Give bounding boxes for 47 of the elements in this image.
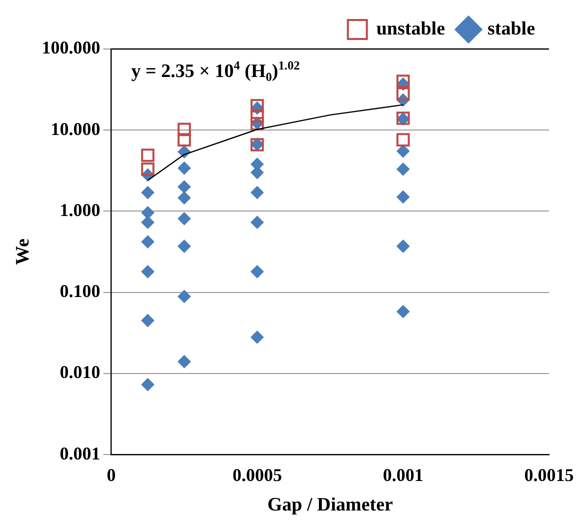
point — [141, 162, 154, 176]
x-tick-label: 0 — [106, 465, 116, 486]
point — [141, 206, 154, 220]
point — [396, 162, 410, 176]
point — [396, 240, 410, 253]
y-tick-label: 0.001 — [60, 443, 100, 464]
x-axis-title: Gap / Diameter — [267, 494, 394, 516]
point — [178, 122, 191, 136]
y-axis-title: We — [12, 238, 34, 265]
point — [396, 133, 410, 146]
point — [178, 162, 191, 175]
x-tick-label: 0.0015 — [524, 465, 574, 486]
y-tick-label: 100.000 — [42, 38, 100, 58]
point — [178, 133, 191, 146]
point — [178, 191, 191, 204]
point — [141, 235, 154, 248]
legend-label: unstable — [376, 18, 446, 40]
y-tick-label: 10.000 — [50, 118, 100, 139]
y-tick-label: 0.010 — [60, 362, 100, 382]
point — [141, 216, 154, 229]
point — [250, 265, 264, 278]
point — [141, 265, 154, 278]
point — [250, 216, 264, 229]
point — [396, 144, 410, 158]
point — [396, 305, 410, 318]
point — [178, 180, 191, 194]
point — [250, 186, 264, 200]
point — [178, 355, 191, 368]
point — [250, 166, 264, 180]
point — [396, 74, 410, 88]
point — [178, 212, 191, 226]
y-tick-label: 0.100 — [60, 281, 100, 302]
point — [141, 186, 154, 200]
x-tick-label: 0.0005 — [232, 465, 282, 486]
point — [178, 240, 191, 253]
point — [250, 99, 264, 112]
x-tick-label: 0.001 — [382, 465, 424, 486]
point — [250, 330, 264, 344]
point — [141, 314, 154, 327]
y-tick-label: 1.000 — [60, 200, 100, 220]
point — [178, 290, 191, 303]
point — [141, 148, 154, 162]
point — [141, 378, 154, 392]
point — [396, 190, 410, 204]
point — [396, 87, 410, 101]
point — [250, 109, 264, 122]
legend-label: stable — [488, 18, 535, 40]
